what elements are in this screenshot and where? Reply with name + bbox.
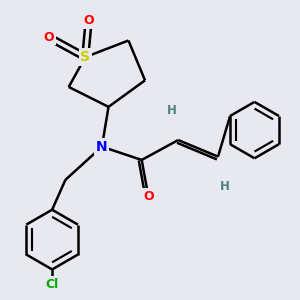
Text: Cl: Cl bbox=[46, 278, 59, 291]
Text: N: N bbox=[96, 140, 108, 154]
Text: S: S bbox=[80, 50, 90, 64]
Text: O: O bbox=[143, 190, 154, 203]
Text: H: H bbox=[167, 104, 176, 117]
Text: O: O bbox=[44, 31, 54, 44]
Text: H: H bbox=[220, 180, 230, 193]
Text: O: O bbox=[83, 14, 94, 27]
